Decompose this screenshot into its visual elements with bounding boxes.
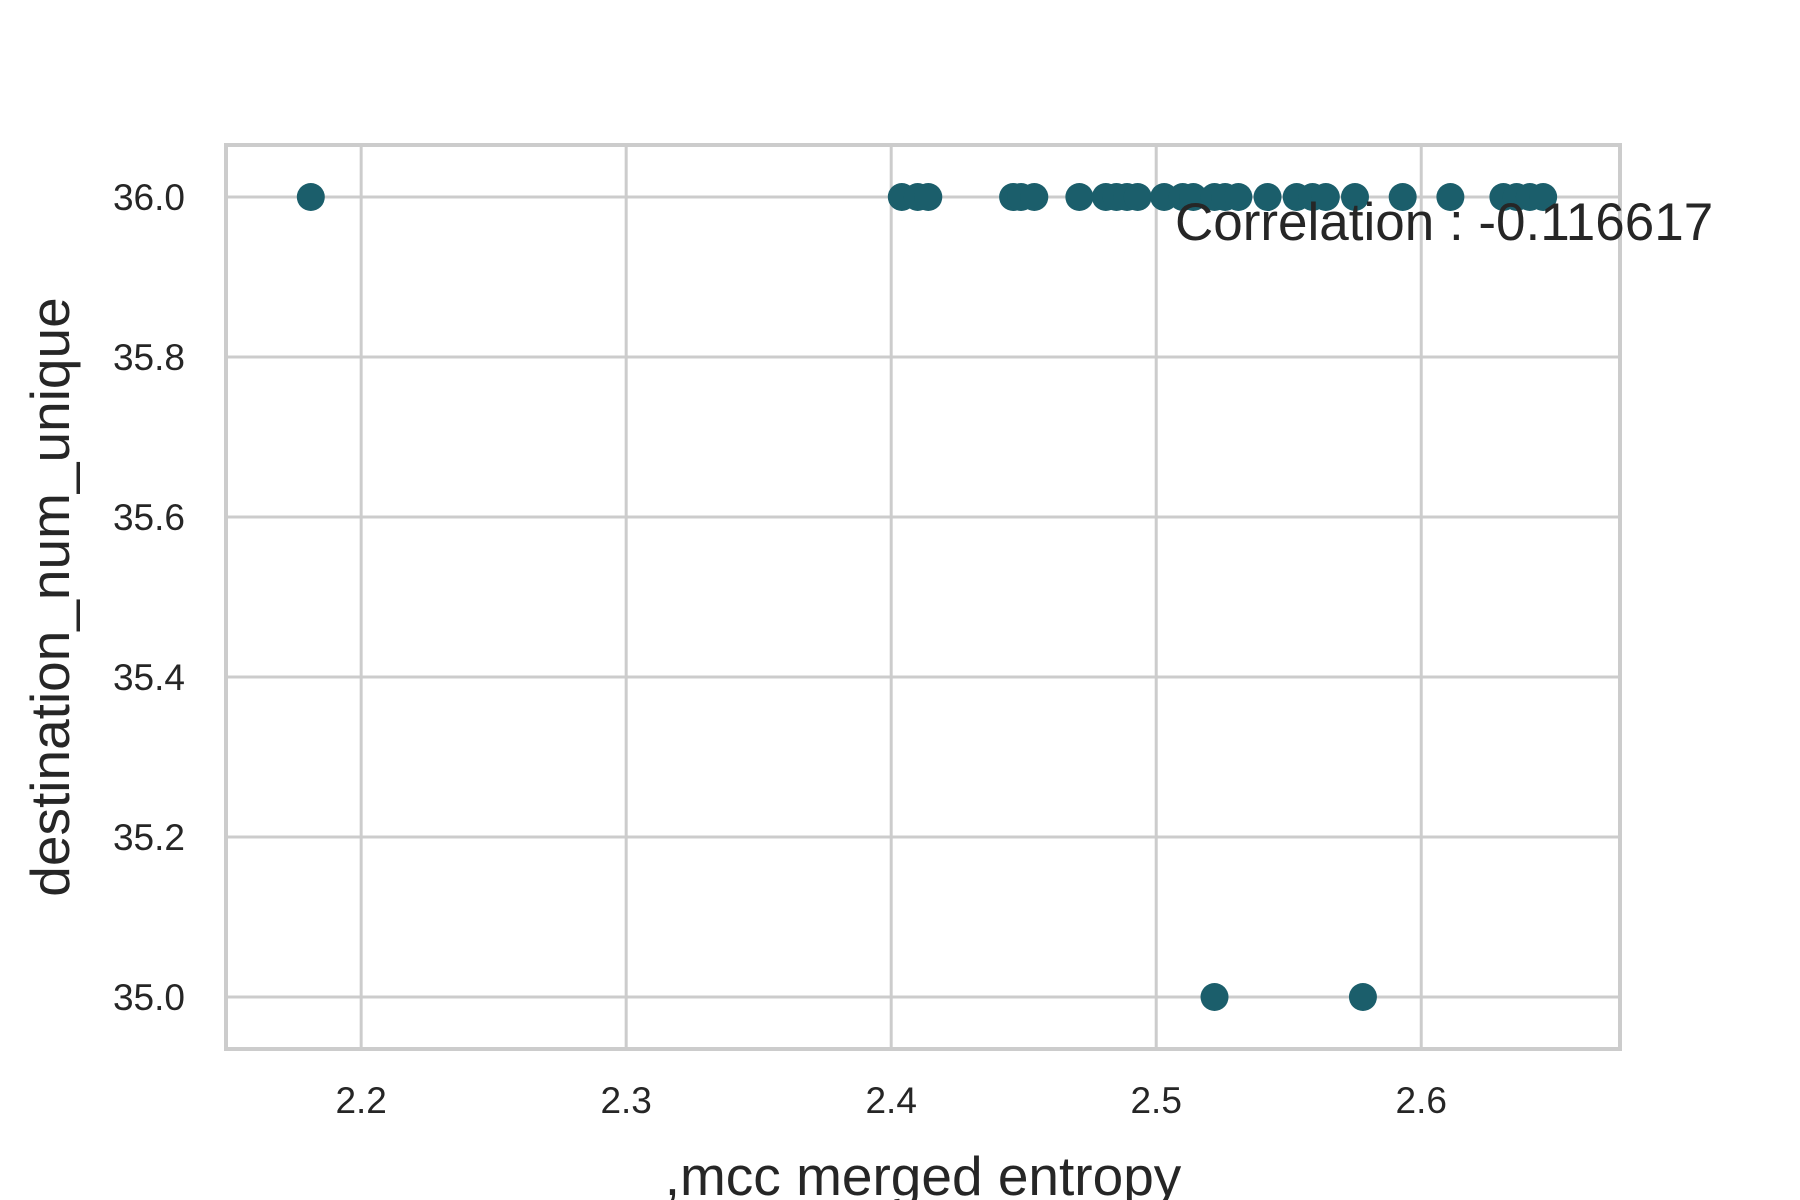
x-tick-label: 2.6 [1396,1080,1447,1121]
y-tick-label: 35.6 [113,497,185,538]
scatter-point [1020,183,1049,211]
scatter-point [1253,183,1282,211]
scatter-point [1311,183,1340,211]
scatter-point [1200,983,1229,1011]
scatter-point [914,183,943,211]
scatter-point [1179,183,1208,211]
x-tick-label: 2.3 [600,1080,651,1121]
x-tick-label: 2.5 [1130,1080,1181,1121]
scatter-point [1224,183,1253,211]
scatter-point [1123,183,1152,211]
x-tick-labels: 2.2 2.3 2.4 2.5 2.6 [335,1080,1447,1121]
x-axis-title: ,mcc merged entropy [665,1145,1182,1200]
scatter-point [1348,983,1377,1011]
scatter-point [1340,183,1369,211]
scatter-point [1436,183,1465,211]
y-tick-label: 36.0 [113,177,185,218]
correlation-annotation: Correlation : -0.116617 [1175,193,1713,252]
scatter-point [1529,183,1558,211]
x-tick-label: 2.4 [865,1080,916,1121]
data-points [296,183,1558,1011]
y-tick-labels: 36.0 35.8 35.6 35.4 35.2 35.0 [113,177,185,1018]
y-axis-title: destination_num_unique [19,297,81,896]
y-tick-label: 35.2 [113,817,185,858]
x-tick-label: 2.2 [335,1080,386,1121]
y-tick-label: 35.4 [113,657,185,698]
y-tick-label: 35.0 [113,977,185,1018]
plot-area [224,143,1622,1051]
y-tick-label: 35.8 [113,337,185,378]
scatter-point [1065,183,1094,211]
scatter-point [1388,183,1417,211]
scatter-point [296,183,325,211]
